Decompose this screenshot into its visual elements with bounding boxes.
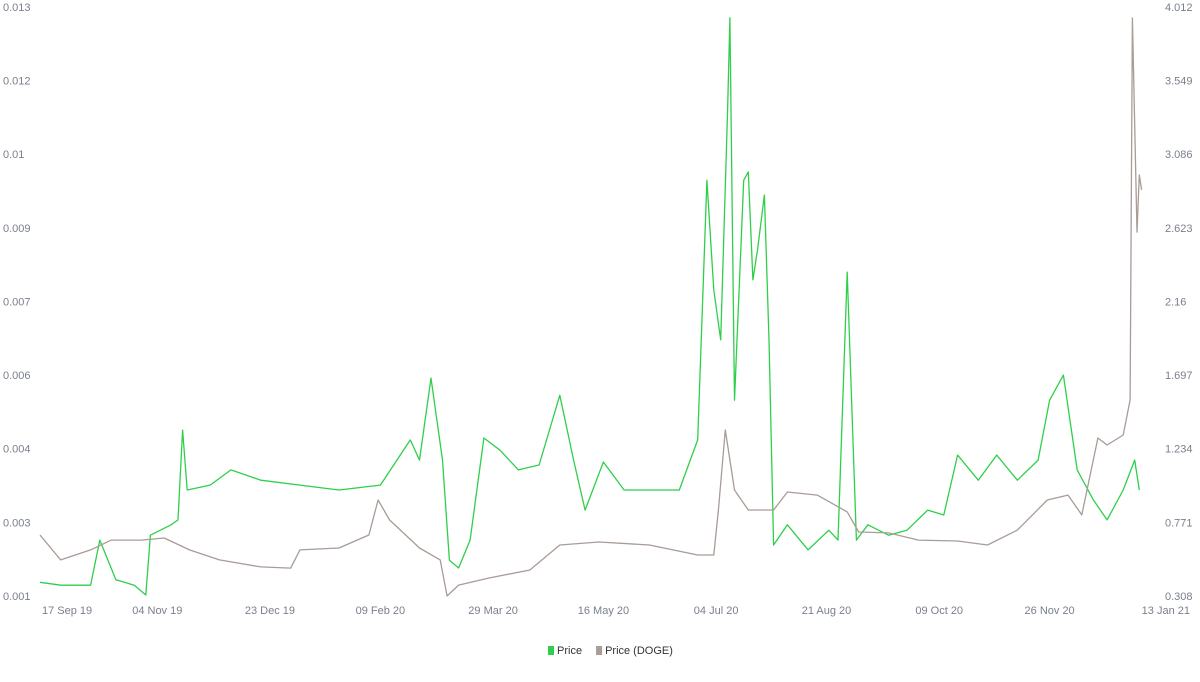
y-tick-label: 0.006 <box>3 370 31 382</box>
x-tick-label: 26 Nov 20 <box>1025 605 1075 617</box>
x-tick-label: 23 Dec 19 <box>245 605 295 617</box>
x-tick-label: 17 Sep 19 <box>42 605 92 617</box>
x-tick-label: 04 Jul 20 <box>694 605 739 617</box>
legend: Price Price (DOGE) <box>548 645 673 657</box>
y-tick-label: 0.009 <box>3 223 31 235</box>
legend-swatch <box>596 646 603 655</box>
legend-swatch <box>548 646 554 655</box>
x-tick-label: 16 May 20 <box>578 605 629 617</box>
y-tick-label: 0.007 <box>3 296 31 308</box>
x-tick-label: 04 Nov 19 <box>132 605 182 617</box>
x-tick-label: 21 Aug 20 <box>802 605 852 617</box>
y2-tick-label: 0.771 <box>1165 517 1193 529</box>
y-tick-label: 0.001 <box>3 591 31 603</box>
y2-tick-label: 1.234 <box>1165 444 1193 456</box>
y2-tick-label: 4.012 <box>1165 2 1193 14</box>
price-line <box>39 17 1140 596</box>
x-tick-label: 13 Jan 21 <box>1142 605 1190 617</box>
y2-tick-label: 2.16 <box>1165 296 1186 308</box>
y-tick-label: 0.003 <box>3 517 31 529</box>
legend-label: Price (DOGE) <box>605 645 673 657</box>
y-tick-label: 0.004 <box>3 444 31 456</box>
x-tick-label: 29 Mar 20 <box>468 605 518 617</box>
y2-tick-label: 2.623 <box>1165 223 1193 235</box>
y-tick-label: 0.01 <box>3 149 24 161</box>
x-tick-label: 09 Oct 20 <box>915 605 963 617</box>
price-line <box>39 17 1143 597</box>
y2-tick-label: 0.308 <box>1165 591 1193 603</box>
x-tick-label: 09 Feb 20 <box>356 605 406 617</box>
legend-label: Price <box>557 645 582 657</box>
y2-tick-label: 1.697 <box>1165 370 1193 382</box>
y2-tick-label: 3.549 <box>1165 76 1193 88</box>
y2-tick-label: 3.086 <box>1165 149 1193 161</box>
y-tick-label: 0.013 <box>3 2 31 14</box>
y-tick-label: 0.012 <box>3 76 31 88</box>
